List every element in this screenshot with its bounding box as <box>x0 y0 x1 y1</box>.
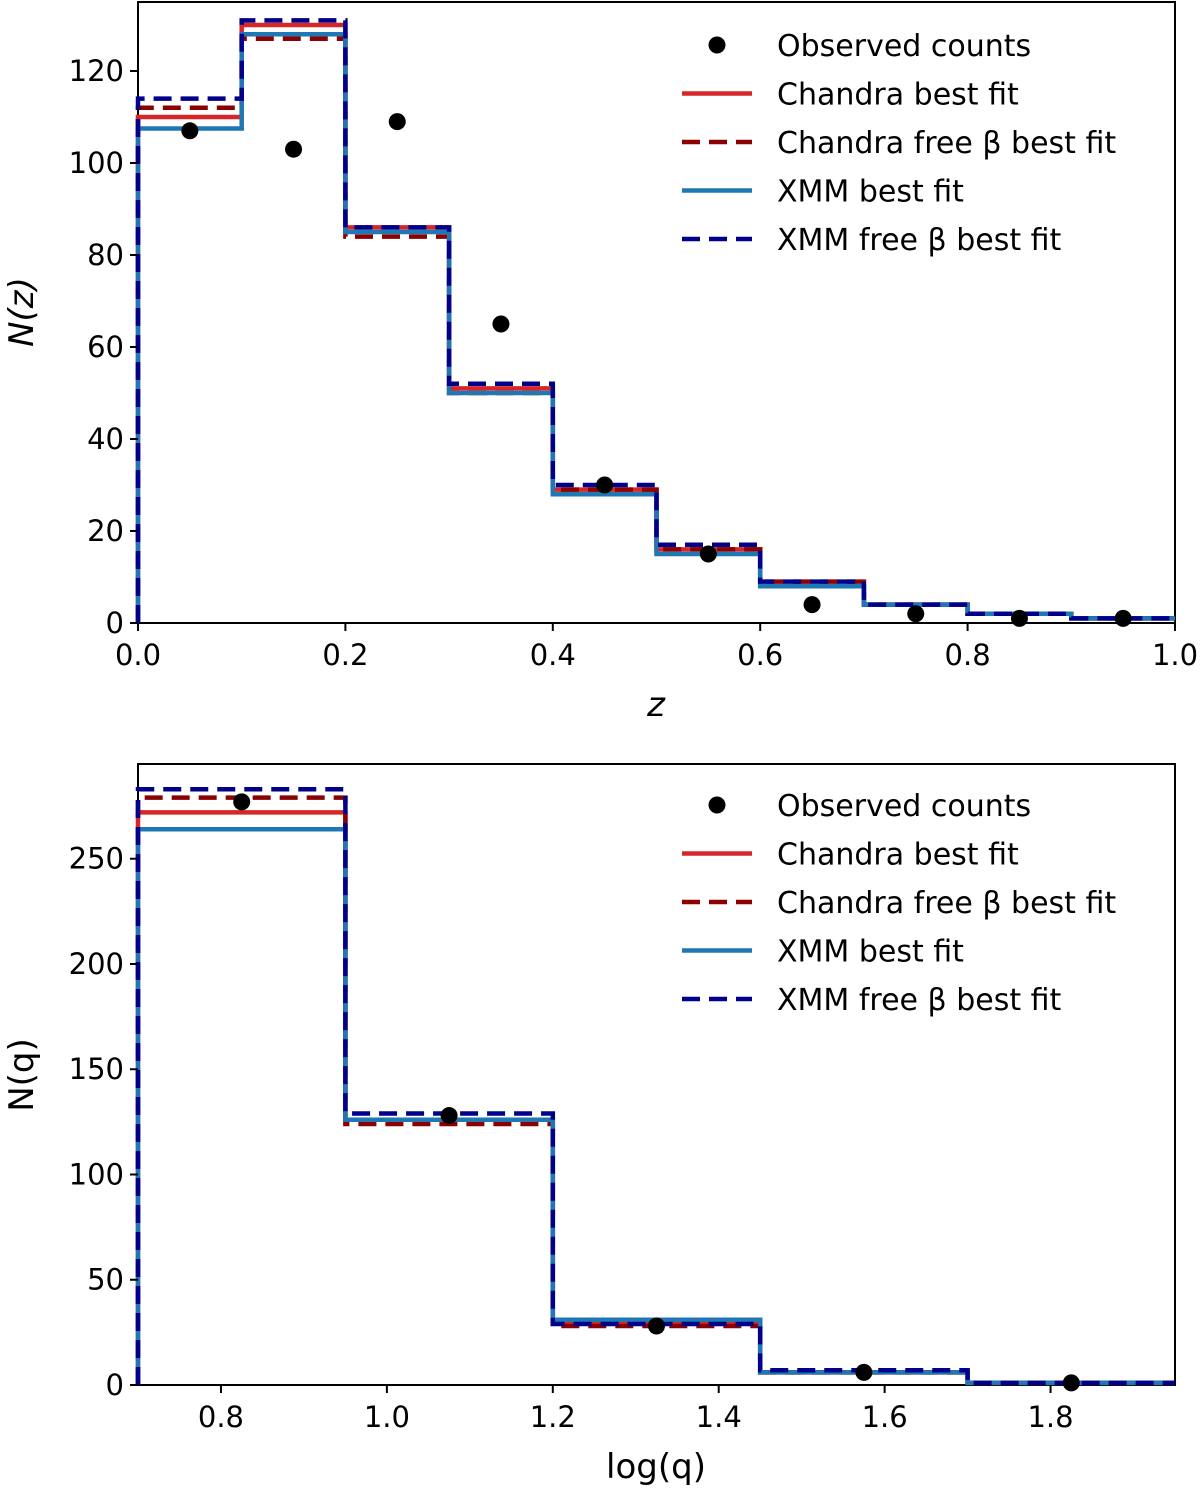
observed-points <box>181 113 1132 627</box>
y-tick-label: 80 <box>87 238 124 272</box>
observed-point <box>440 1107 458 1125</box>
observed-point <box>648 1317 665 1335</box>
y-tick-label: 120 <box>69 54 124 88</box>
y-tick-label: 250 <box>69 842 124 876</box>
legend-entry-label: Chandra best fit <box>777 78 1019 113</box>
y-axis-label: N(z) <box>2 277 42 347</box>
y-tick-label: 50 <box>87 1263 124 1297</box>
legend-entry-label: Chandra best fit <box>777 838 1019 873</box>
histogram-steps <box>135 787 1175 1386</box>
x-axis-ticks: 0.8 1.0 1.2 1.4 1.6 1.8 <box>198 1385 1074 1434</box>
legend-entry-label: XMM free β best fit <box>777 223 1062 258</box>
legend-entry-label: Observed counts <box>777 789 1031 824</box>
legend-entry-label: XMM free β best fit <box>777 983 1062 1018</box>
redshift-histogram-panel: 0.0 0.2 0.4 0.6 0.8 1.0 0 20 40 60 80 100 120 z N(z… <box>2 1 1198 725</box>
observed-point <box>233 793 251 811</box>
y-tick-label: 200 <box>69 947 124 981</box>
y-axis-ticks: 0 20 40 60 80 100 120 <box>69 54 138 640</box>
x-tick-label: 0.4 <box>530 638 576 672</box>
histogram-steps <box>135 18 1175 623</box>
y-tick-label: 20 <box>87 514 124 548</box>
x-axis-label: log(q) <box>606 1447 706 1487</box>
x-axis-ticks: 0.0 0.2 0.4 0.6 0.8 1.0 <box>115 623 1198 672</box>
y-axis-label: N(q) <box>2 1038 42 1112</box>
observed-points <box>233 793 1080 1392</box>
observed-point <box>803 596 821 614</box>
observed-point <box>1062 1374 1080 1392</box>
x-tick-label: 0.0 <box>115 638 161 672</box>
legend-entry-label: Observed counts <box>777 29 1031 64</box>
legend: Observed counts Chandra best fit Chandra f… <box>682 29 1116 258</box>
x-axis-label: z <box>646 685 666 725</box>
legend-entry-label: XMM best fit <box>777 935 964 970</box>
observed-point <box>907 605 925 623</box>
legend: Observed counts Chandra best fit Chandra f… <box>682 789 1116 1018</box>
x-tick-label: 1.8 <box>1027 1400 1073 1434</box>
x-tick-label: 1.0 <box>1152 638 1198 672</box>
observed-point <box>1010 609 1028 627</box>
mass-ratio-histogram-panel: 0.8 1.0 1.2 1.4 1.6 1.8 0 50 100 150 200 250 log(q… <box>2 763 1176 1487</box>
observed-point <box>181 122 199 140</box>
observed-point <box>1114 609 1132 627</box>
legend-marker <box>708 36 726 54</box>
y-tick-label: 100 <box>69 1157 124 1191</box>
y-tick-label: 0 <box>106 606 124 640</box>
x-tick-label: 1.6 <box>862 1400 908 1434</box>
y-tick-label: 40 <box>87 422 124 456</box>
y-axis-ticks: 0 50 100 150 200 250 <box>69 842 138 1402</box>
x-tick-label: 0.8 <box>198 1400 244 1434</box>
series-step-line <box>135 18 1175 623</box>
y-tick-label: 100 <box>69 146 124 180</box>
observed-point <box>699 545 717 563</box>
y-tick-label: 0 <box>106 1368 124 1402</box>
series-step-line <box>135 787 1175 1386</box>
legend-entry-label: Chandra free β best fit <box>777 886 1116 921</box>
observed-point <box>492 315 510 333</box>
observed-point <box>855 1363 873 1381</box>
x-tick-label: 1.0 <box>364 1400 410 1434</box>
legend-entry-label: XMM best fit <box>777 175 964 210</box>
x-tick-label: 0.2 <box>322 638 368 672</box>
x-tick-label: 0.6 <box>737 638 783 672</box>
y-tick-label: 150 <box>69 1052 124 1086</box>
legend-marker <box>708 796 726 814</box>
x-tick-label: 1.2 <box>530 1400 576 1434</box>
observed-point <box>388 113 406 131</box>
x-tick-label: 1.4 <box>696 1400 742 1434</box>
y-tick-label: 60 <box>87 330 124 364</box>
observed-point <box>285 140 303 158</box>
observed-point <box>596 476 614 494</box>
x-tick-label: 0.8 <box>945 638 991 672</box>
plot-frame <box>137 763 1176 1386</box>
legend-entry-label: Chandra free β best fit <box>777 126 1116 161</box>
